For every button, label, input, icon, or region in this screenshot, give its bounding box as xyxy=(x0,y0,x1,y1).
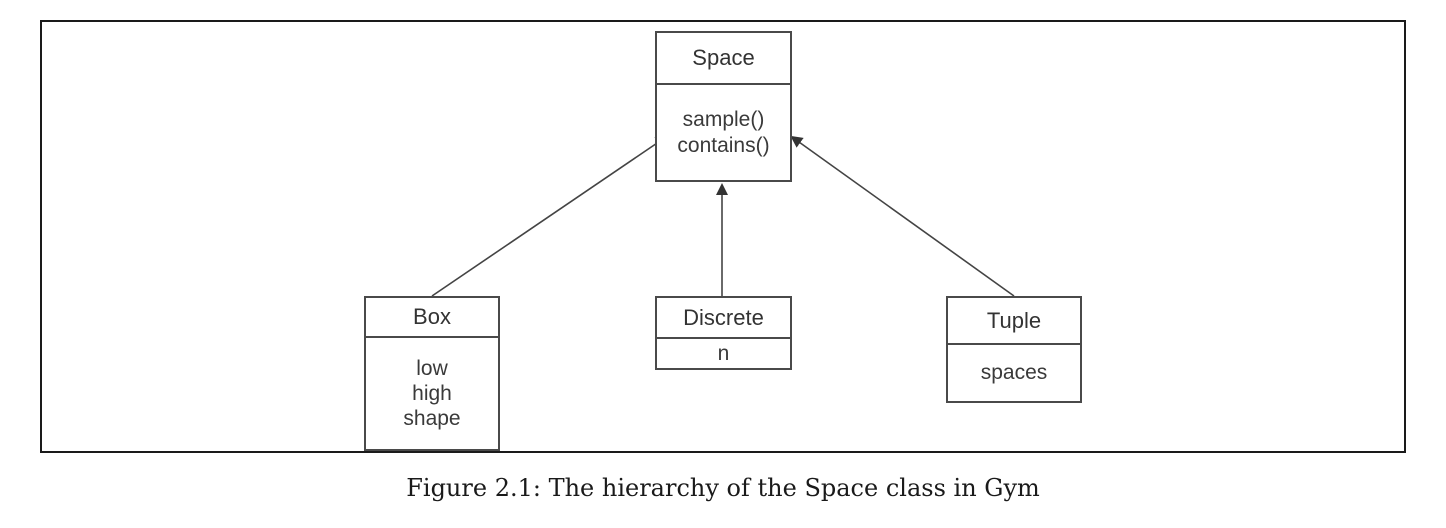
member-high: high xyxy=(412,382,452,405)
arrow-tuple-to-space xyxy=(790,135,1015,297)
class-tuple: Tuple spaces xyxy=(946,296,1082,403)
figure-caption: Figure 2.1: The hierarchy of the Space c… xyxy=(406,474,1040,502)
class-box: Box low high shape xyxy=(364,296,500,451)
class-tuple-name: Tuple xyxy=(948,298,1080,345)
member-spaces: spaces xyxy=(980,361,1048,384)
arrow-box-to-space xyxy=(431,135,668,297)
class-box-name: Box xyxy=(366,298,498,338)
member-shape: shape xyxy=(403,407,461,430)
member-n: n xyxy=(717,341,730,365)
diagram-frame xyxy=(40,20,1406,453)
class-box-members: low high shape xyxy=(366,338,498,449)
class-discrete: Discrete n xyxy=(655,296,792,370)
class-space-members: sample() contains() xyxy=(657,85,790,180)
member-low: low xyxy=(416,357,448,380)
class-space-name: Space xyxy=(657,33,790,85)
class-discrete-members: n xyxy=(657,339,790,368)
class-space: Space sample() contains() xyxy=(655,31,792,182)
member-sample: sample() xyxy=(682,107,765,131)
class-discrete-name: Discrete xyxy=(657,298,790,339)
class-tuple-members: spaces xyxy=(948,345,1080,401)
member-contains: contains() xyxy=(677,133,770,157)
